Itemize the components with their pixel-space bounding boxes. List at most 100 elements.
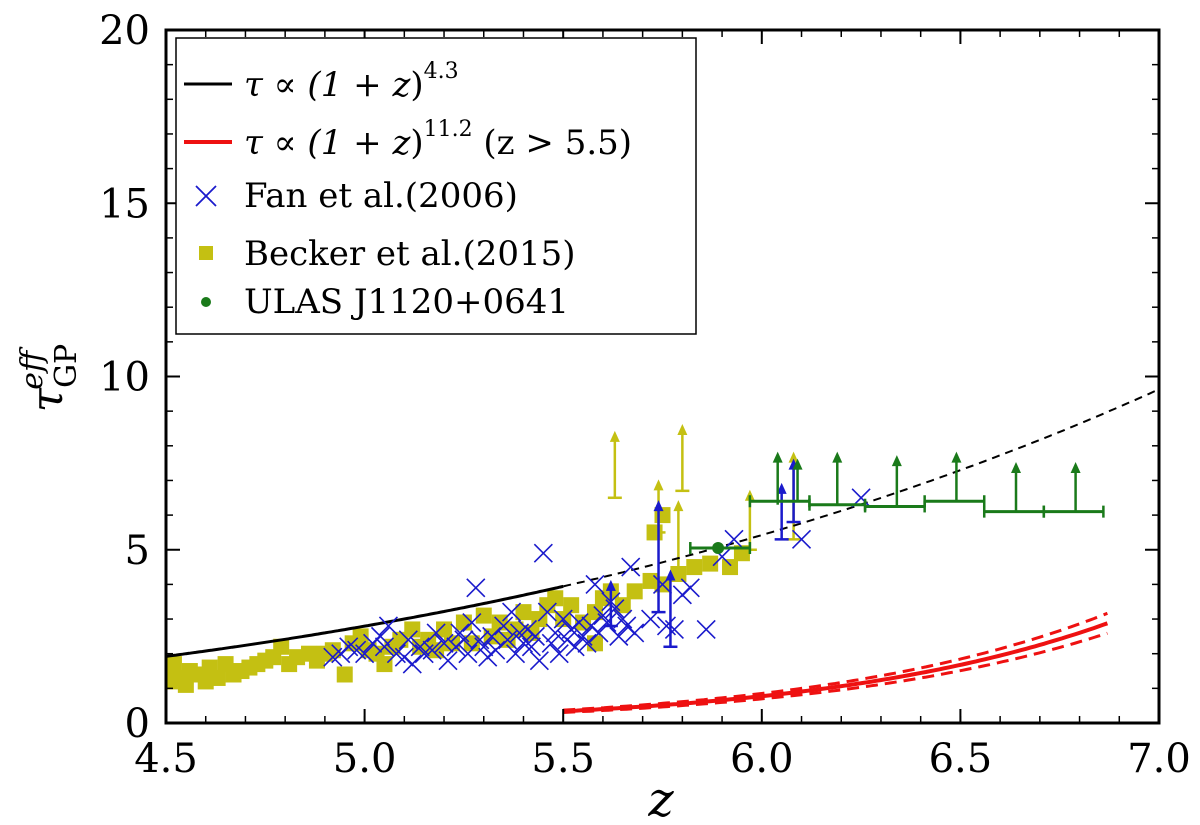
fan-point-24 [466, 578, 486, 598]
fan-point-stroke-b [696, 619, 716, 640]
fan-point-17 [434, 633, 454, 653]
fan-limit-2 [663, 569, 678, 649]
legend-black-var: z [391, 65, 411, 105]
ulas-arrow-head [792, 458, 803, 470]
black-fit-dashed [562, 388, 1159, 588]
legend-red-sup: 11.2 [424, 117, 473, 142]
becker-limit-2 [675, 423, 690, 493]
fan-point-21 [454, 630, 474, 650]
fan-point-stroke-b [573, 626, 593, 646]
fan-point-39 [529, 651, 549, 671]
legend-label-black-fit: τ ∝ (1 + z)4.3 [244, 59, 459, 105]
becker-point-26 [352, 628, 369, 645]
fan-point-23 [462, 612, 482, 633]
fan-point-62 [621, 557, 641, 577]
becker-limit-2-arrowhead [677, 423, 688, 435]
fan-point-63 [625, 623, 645, 643]
fan-point-stroke-b [593, 606, 613, 626]
legend: τ ∝ (1 + z)4.3 τ ∝ (1 + z)11.2 (z > 5.5)… [175, 37, 697, 335]
x-tick-label-5: 7.0 [1127, 736, 1191, 782]
fan-point-stroke-b [378, 616, 398, 636]
becker-point-1 [166, 673, 178, 690]
fan-point-66 [656, 616, 677, 636]
fan-point-12 [402, 654, 422, 674]
fan-point-stroke-b [505, 644, 526, 664]
fan-point-45 [553, 609, 573, 629]
fan-point-11 [398, 630, 418, 650]
fan-point-stroke-b [537, 602, 557, 622]
fan-limit-4-arrowhead [776, 482, 787, 494]
becker-limit-0 [607, 430, 622, 500]
becker-point-51 [563, 597, 580, 614]
legend-black-sup: 4.3 [424, 59, 459, 84]
legend-black-pre: τ ∝ (1 + [244, 65, 392, 105]
fan-point-stroke-b [339, 637, 359, 657]
becker-point-57 [626, 583, 643, 600]
fan-point-73 [791, 529, 812, 549]
fan-point-stroke-b [724, 529, 744, 549]
becker-point-61 [686, 559, 703, 576]
fan-limit-1-arrowhead [605, 579, 616, 591]
fan-point-stroke-b [486, 640, 506, 660]
fan-point-stroke-b [553, 609, 573, 629]
fan-point-stroke-b [513, 633, 534, 653]
x-tick-label-3: 6.0 [730, 736, 794, 782]
becker-limit-1-arrowhead [653, 479, 664, 491]
fan-point-70 [696, 619, 716, 640]
fan-point-stroke-b [791, 529, 812, 549]
fan-point-stroke-b [462, 612, 482, 633]
becker-point-62 [702, 555, 719, 572]
fan-point-56 [597, 612, 617, 633]
fan-point-stroke-b [370, 626, 391, 646]
legend-marker-becker [199, 246, 213, 260]
fan-point-stroke-b [664, 619, 684, 640]
fan-point-22 [458, 644, 478, 664]
ulas-arrow-head [891, 455, 902, 467]
fan-point-stroke-b [494, 616, 514, 636]
legend-label-ulas: ULAS J1120+0641 [244, 282, 569, 322]
x-tick-label-4: 6.5 [929, 736, 993, 782]
fan-point-stroke-b [450, 623, 470, 643]
fan-point-stroke-b [498, 630, 518, 650]
fan-point-stroke-b [347, 640, 367, 660]
fan-point-stroke-b [410, 637, 430, 657]
fan-point-33 [505, 644, 526, 664]
fan-point-72 [724, 529, 744, 549]
fan-point-stroke-b [597, 612, 617, 633]
fan-point-stroke-b [585, 574, 605, 594]
fan-point-stroke-b [470, 630, 490, 650]
fan-point-40 [533, 543, 553, 563]
legend-red-var: z [391, 123, 411, 163]
red-fit-upper-dashed [563, 611, 1108, 712]
red-fit-lower-dashed [563, 631, 1108, 714]
ulas-arrow-head [1011, 462, 1022, 474]
ulas-arrow-5 [1011, 462, 1022, 512]
x-tick-labels: 4.5 5.0 5.5 6.0 6.5 7.0 [134, 736, 1191, 782]
fan-point-44 [549, 644, 569, 664]
fan-point-stroke-b [482, 626, 502, 646]
ulas-arrow-head [1070, 462, 1081, 474]
ulas-arrow-4 [951, 451, 962, 502]
fan-point-stroke-b [426, 623, 446, 643]
fan-point-32 [501, 602, 522, 622]
ulas-arrow-0 [772, 451, 783, 505]
fan-point-stroke-b [712, 547, 732, 567]
ulas-step-6 [1042, 505, 1105, 518]
becker-point-49 [547, 590, 564, 607]
fan-limit-0-arrowhead [653, 500, 664, 512]
becker-point-63 [722, 559, 739, 576]
fan-point-28 [482, 626, 502, 646]
fan-point-stroke-b [398, 630, 418, 650]
y-axis-title: τGPeff [15, 344, 84, 413]
becker-point-53 [586, 604, 603, 621]
becker-point-24 [336, 666, 353, 683]
ulas-arrow-head [832, 451, 843, 463]
ulas-step-4 [923, 495, 986, 508]
fan-point-stroke-b [577, 633, 597, 653]
becker-point-32 [404, 621, 421, 638]
x-tick-label-2: 5.5 [531, 736, 595, 782]
legend-label-fan: Fan et al.(2006) [244, 176, 518, 216]
becker-limit-3-arrowhead [673, 500, 684, 512]
ulas-arrow-2 [832, 451, 843, 505]
